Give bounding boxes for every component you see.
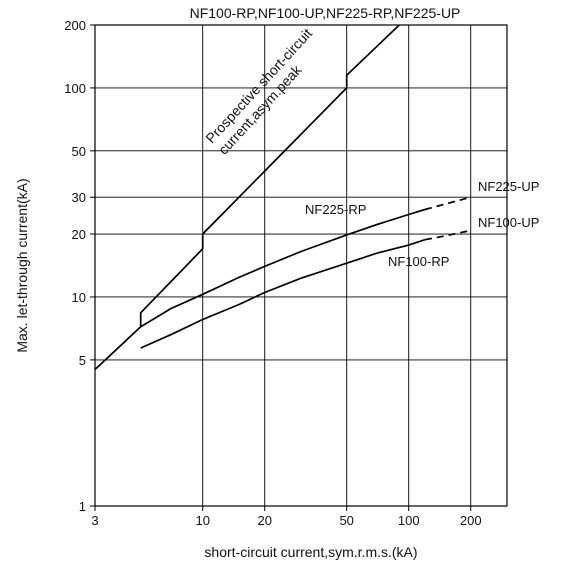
prospective-label-line-1: Prospective short-circuit [202, 25, 315, 146]
series-line-nf100-up [424, 229, 471, 241]
y-tick-label-200: 200 [64, 18, 86, 33]
y-tick-label-20: 20 [72, 227, 86, 242]
grid-layer [95, 25, 507, 506]
y-tick-label-100: 100 [64, 81, 86, 96]
label-layer: Prospective short-circuitcurrent,asym.pe… [202, 25, 539, 269]
y-tick-label-30: 30 [72, 190, 86, 205]
plot-frame [94, 24, 508, 507]
y-axis-label: Max. let-through current(kA) [14, 178, 30, 352]
y-tick-label-10: 10 [72, 290, 86, 305]
x-tick-label-20: 20 [257, 513, 271, 528]
series-line-prospective-short-circuit-current-asym-peak [94, 24, 400, 371]
series-line-nf225-rp [140, 208, 426, 328]
curve-label-nf225-up: NF225-UP [478, 179, 539, 194]
tick-layer: 3 10 20 50 100 200 1 5 10 20 30 50 100 200 [64, 18, 481, 528]
x-tick-label-3: 3 [91, 513, 98, 528]
chart-title: NF100-RP,NF100-UP,NF225-RP,NF225-UP [190, 5, 461, 21]
curve-label-nf100-up: NF100-UP [478, 215, 539, 230]
x-tick-label-200: 200 [460, 513, 482, 528]
x-tick-label-50: 50 [339, 513, 353, 528]
y-tick-label-5: 5 [79, 353, 86, 368]
x-tick-label-100: 100 [398, 513, 420, 528]
x-tick-label-10: 10 [195, 513, 209, 528]
x-axis-label: short-circuit current,sym.r.m.s.(kA) [204, 544, 417, 560]
y-tick-label-1: 1 [79, 499, 86, 514]
series-line-nf100-rp [140, 238, 426, 349]
series-line-nf225-up [424, 196, 471, 211]
curve-label-nf100-rp: NF100-RP [388, 254, 449, 269]
series-layer [94, 24, 471, 371]
curve-label-nf225-rp: NF225-RP [305, 202, 366, 217]
y-tick-label-50: 50 [72, 144, 86, 159]
